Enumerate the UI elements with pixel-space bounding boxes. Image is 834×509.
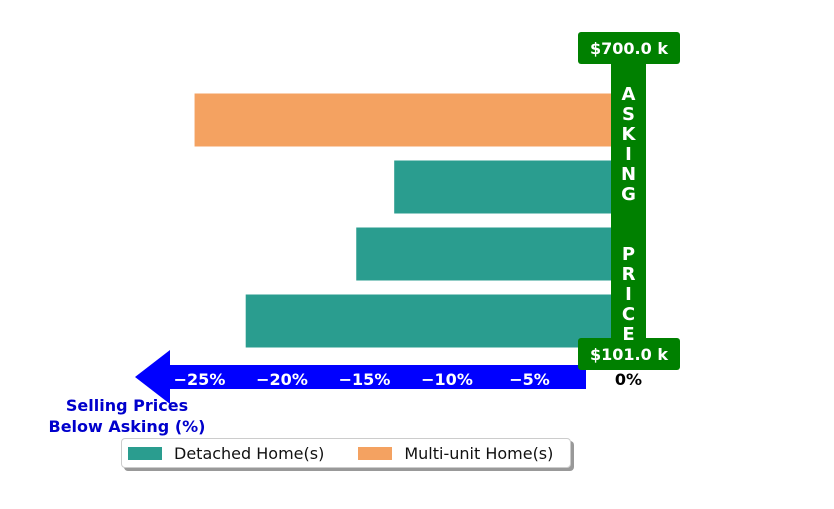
legend-item-multi-unit: Multi-unit Home(s) [358, 444, 553, 463]
asking-price-letter-10: I [625, 284, 632, 305]
asking-price-bar [611, 60, 646, 352]
legend-label-multi-unit: Multi-unit Home(s) [404, 443, 554, 463]
x-tick-label-1: −20% [256, 370, 308, 389]
top-price-box [578, 32, 680, 64]
asking-price-letter-5: G [621, 184, 636, 205]
asking-price-letter-11: C [622, 304, 635, 325]
asking-price-letter-12: E [622, 324, 634, 345]
x-axis-label-line-1: Below Asking (%) [49, 417, 206, 436]
asking-price-letter-4: N [621, 164, 636, 185]
legend-swatch-multi-unit [358, 446, 393, 460]
bottom-price-box [578, 338, 680, 370]
x-tick-labels: −25% −20% −15% −10% −5% 0% [174, 370, 642, 389]
bottom-price-label: $101.0 k [590, 345, 668, 364]
x-axis-arrow [135, 350, 586, 404]
asking-price-letter-3: I [625, 144, 632, 165]
asking-price-letter-8: P [622, 244, 635, 265]
asking-price-letter-9: R [622, 264, 636, 285]
x-tick-label-5: 0% [615, 370, 642, 389]
x-axis-label-line-0: Selling Prices [66, 396, 188, 415]
top-price-label: $700.0 k [590, 39, 668, 58]
legend-swatch-detached [128, 446, 162, 460]
bars-layer [194, 93, 613, 348]
x-axis-arrow-layer [135, 350, 586, 404]
bar-multi-unit-3 [194, 93, 613, 147]
asking-price-letter-1: S [622, 104, 635, 125]
legend-item-detached: Detached Home(s) [128, 444, 324, 463]
x-tick-label-3: −10% [421, 370, 473, 389]
x-tick-label-0: −25% [174, 370, 226, 389]
x-axis-label: Selling Prices Below Asking (%) [49, 396, 206, 436]
x-tick-label-4: −5% [509, 370, 550, 389]
bar-detached-1 [356, 227, 612, 281]
legend: Detached Home(s) Multi-unit Home(s) [121, 438, 571, 468]
legend-label-detached: Detached Home(s) [174, 443, 325, 463]
bar-detached-2 [394, 160, 612, 214]
asking-price-letter-0: A [622, 84, 636, 105]
asking-price-letter-2: K [622, 124, 637, 145]
x-tick-label-2: −15% [339, 370, 391, 389]
bar-detached-0 [245, 294, 612, 348]
